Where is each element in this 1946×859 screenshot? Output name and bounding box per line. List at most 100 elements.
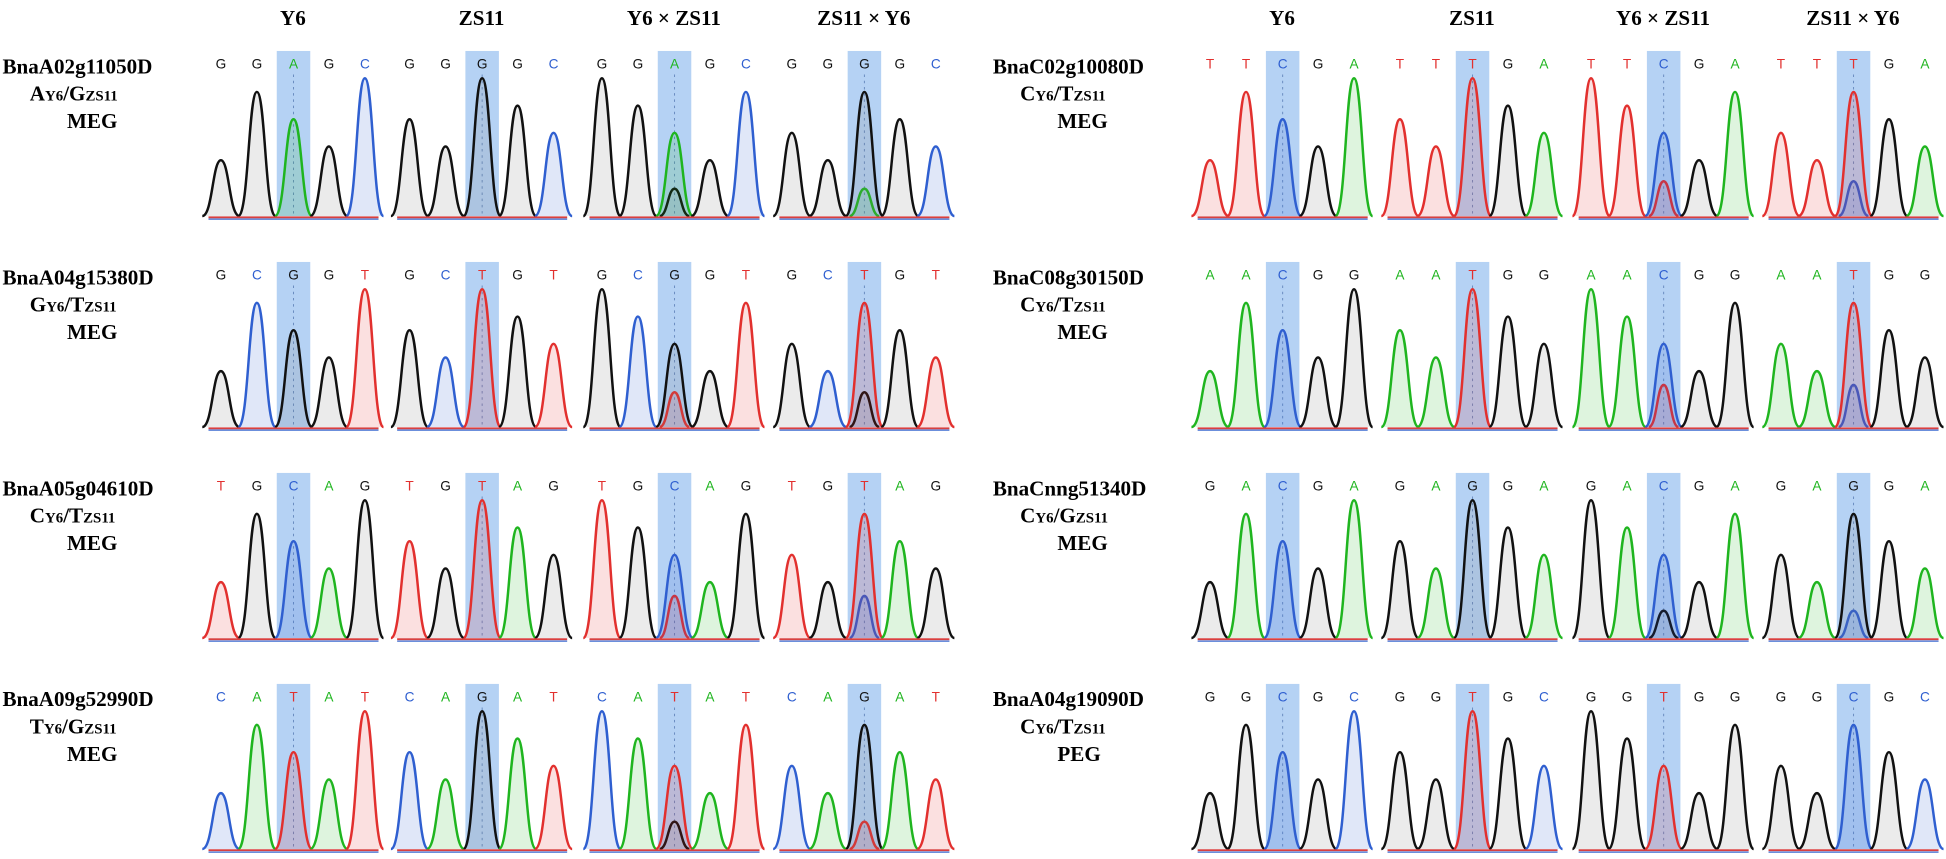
peak bbox=[462, 77, 502, 218]
gene-name: BnaA04g15380D bbox=[2, 265, 153, 289]
peak bbox=[1797, 791, 1837, 851]
peak bbox=[1607, 737, 1647, 851]
base-call: G bbox=[360, 478, 371, 493]
base-call: C bbox=[1849, 689, 1859, 704]
base-call: G bbox=[404, 267, 415, 282]
base-call: T bbox=[1468, 689, 1477, 704]
peak bbox=[1797, 580, 1837, 640]
peak bbox=[1761, 764, 1801, 851]
peak bbox=[1648, 609, 1680, 640]
base-call: T bbox=[1813, 56, 1822, 71]
peak bbox=[533, 131, 574, 218]
base-call: G bbox=[1503, 689, 1514, 704]
peak bbox=[1380, 539, 1420, 640]
base-call: C bbox=[1278, 478, 1288, 493]
peak bbox=[345, 77, 385, 218]
base-call: G bbox=[633, 478, 644, 493]
peak bbox=[1452, 288, 1493, 429]
peak bbox=[771, 131, 812, 218]
peak bbox=[345, 288, 385, 429]
peak bbox=[1838, 180, 1870, 218]
peak bbox=[659, 391, 690, 429]
allele-part: Y6 bbox=[1035, 722, 1053, 738]
base-call: T bbox=[1849, 56, 1858, 71]
base-call: T bbox=[1777, 56, 1786, 71]
peak bbox=[201, 580, 241, 640]
peak bbox=[582, 498, 622, 640]
base-call: G bbox=[440, 56, 451, 71]
allele-part: Y6 bbox=[1035, 511, 1053, 527]
base-call: C bbox=[441, 267, 451, 282]
base-call: T bbox=[860, 478, 869, 493]
peak bbox=[849, 187, 880, 218]
peak bbox=[1797, 158, 1837, 218]
peak bbox=[690, 791, 730, 851]
peak bbox=[201, 369, 241, 429]
base-call: A bbox=[513, 478, 523, 493]
allele-part: Y6 bbox=[44, 722, 62, 738]
base-call: C bbox=[252, 267, 262, 282]
base-call: C bbox=[549, 56, 559, 71]
peak bbox=[426, 145, 465, 218]
base-call: G bbox=[216, 267, 227, 282]
allele-part: /T bbox=[1053, 293, 1074, 317]
peak bbox=[1833, 512, 1874, 640]
base-call: G bbox=[1313, 56, 1324, 71]
peak bbox=[497, 737, 538, 851]
peak bbox=[726, 512, 766, 640]
peak bbox=[1869, 117, 1909, 218]
peak bbox=[618, 315, 658, 429]
base-call: G bbox=[216, 56, 227, 71]
allele-part: /G bbox=[62, 82, 85, 106]
base-call: G bbox=[252, 56, 263, 71]
column-header: Y6 × ZS11 bbox=[627, 6, 721, 30]
peak bbox=[237, 301, 277, 429]
base-call: T bbox=[361, 267, 370, 282]
base-call: G bbox=[1694, 478, 1705, 493]
peak bbox=[1524, 342, 1564, 429]
peak bbox=[389, 328, 430, 429]
peak bbox=[1298, 356, 1338, 429]
gene-name: BnaA02g11050D bbox=[2, 54, 152, 78]
base-call: G bbox=[1776, 478, 1787, 493]
base-call: C bbox=[1349, 689, 1359, 704]
peak bbox=[1715, 90, 1755, 218]
peak bbox=[916, 145, 956, 218]
peak bbox=[1571, 288, 1611, 429]
peak bbox=[1416, 145, 1456, 218]
base-call: T bbox=[598, 478, 607, 493]
allele-part: ZS11 bbox=[85, 89, 117, 105]
column-header: ZS11 × Y6 bbox=[817, 6, 910, 30]
base-call: A bbox=[823, 689, 833, 704]
allele-part: T bbox=[30, 715, 44, 739]
base-call: C bbox=[597, 689, 607, 704]
base-call: G bbox=[859, 56, 870, 71]
base-call: C bbox=[360, 56, 370, 71]
peak bbox=[690, 158, 730, 218]
base-call: T bbox=[742, 689, 751, 704]
gene-name: BnaC02g10080D bbox=[993, 54, 1144, 78]
base-call: G bbox=[1503, 478, 1514, 493]
base-call: C bbox=[1278, 689, 1288, 704]
column-header: ZS11 bbox=[459, 6, 505, 30]
peak bbox=[844, 512, 885, 640]
base-call: T bbox=[742, 267, 751, 282]
peak bbox=[879, 117, 920, 218]
base-call: G bbox=[633, 56, 644, 71]
allele-label: CY6/TZS11 bbox=[1020, 82, 1106, 106]
base-call: G bbox=[1848, 478, 1859, 493]
peak bbox=[497, 315, 538, 429]
peak bbox=[1262, 750, 1303, 851]
allele-part: A bbox=[30, 82, 46, 106]
peak bbox=[808, 369, 848, 429]
base-call: A bbox=[1812, 478, 1822, 493]
allele-label: GY6/TZS11 bbox=[30, 293, 117, 317]
base-call: T bbox=[932, 267, 941, 282]
base-call: T bbox=[217, 478, 226, 493]
peak bbox=[771, 342, 812, 429]
base-call: T bbox=[405, 478, 414, 493]
base-call: T bbox=[1206, 56, 1215, 71]
peak bbox=[462, 498, 502, 640]
base-call: G bbox=[894, 56, 905, 71]
base-call: T bbox=[1849, 267, 1858, 282]
